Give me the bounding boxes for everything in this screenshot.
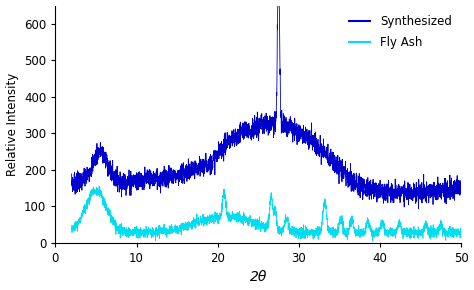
Synthesized xyxy=(458,184,464,188)
Synthesized xyxy=(137,185,142,188)
Y-axis label: Relative Intensity: Relative Intensity xyxy=(6,72,18,176)
Fly Ash xyxy=(409,227,415,231)
X-axis label: 2θ: 2θ xyxy=(249,271,267,284)
Synthesized xyxy=(218,146,224,150)
Line: Fly Ash: Fly Ash xyxy=(72,186,461,241)
Fly Ash xyxy=(113,223,119,226)
Synthesized xyxy=(275,4,281,7)
Fly Ash xyxy=(96,184,102,188)
Synthesized xyxy=(69,172,74,176)
Synthesized xyxy=(113,184,119,188)
Synthesized xyxy=(235,127,241,131)
Synthesized xyxy=(416,207,421,211)
Fly Ash xyxy=(137,228,142,232)
Synthesized xyxy=(409,185,414,189)
Fly Ash xyxy=(153,239,158,243)
Synthesized xyxy=(451,185,456,188)
Line: Synthesized: Synthesized xyxy=(72,6,461,209)
Fly Ash xyxy=(69,224,74,227)
Fly Ash xyxy=(458,226,464,230)
Fly Ash xyxy=(451,236,456,239)
Fly Ash xyxy=(235,216,241,219)
Legend: Synthesized, Fly Ash: Synthesized, Fly Ash xyxy=(346,12,455,53)
Fly Ash xyxy=(219,213,224,217)
